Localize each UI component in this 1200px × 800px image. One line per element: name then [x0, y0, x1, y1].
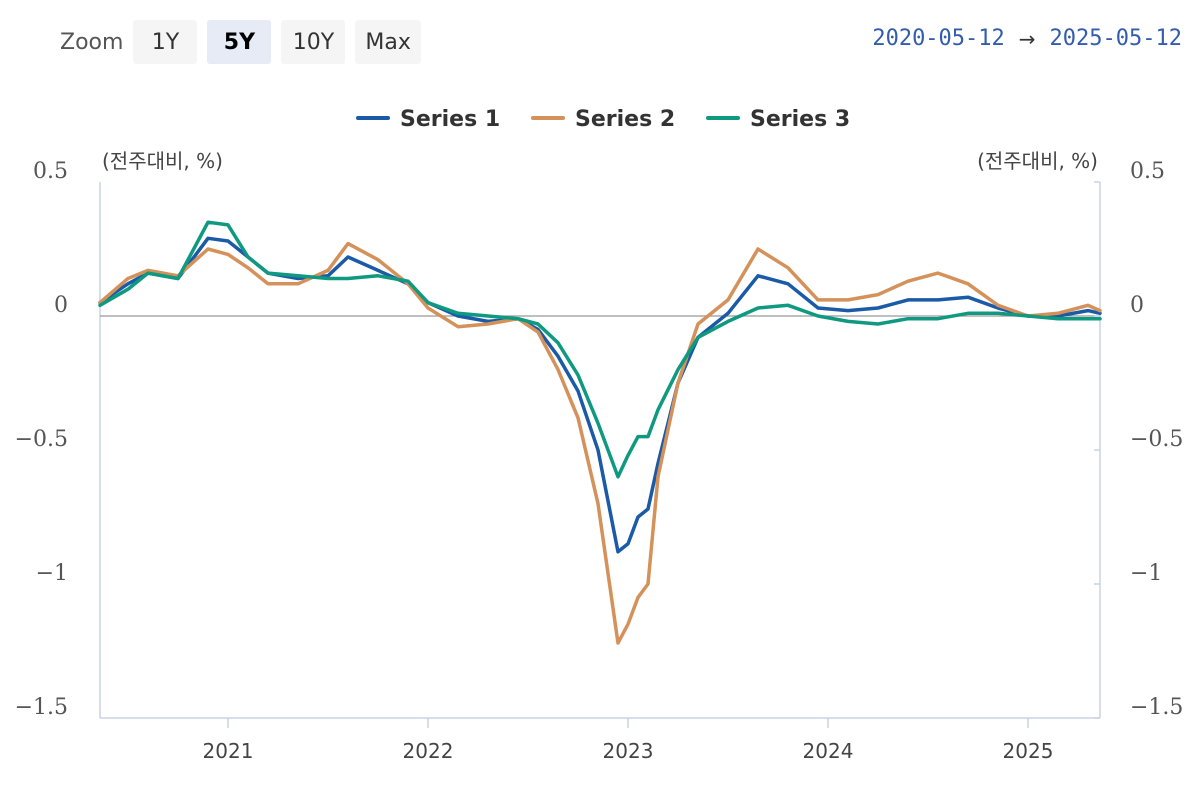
- y-tick-label-left: −1: [36, 561, 68, 586]
- legend-label-3: Series 3: [750, 107, 850, 132]
- x-tick-label: 2023: [603, 739, 654, 763]
- y-tick-label-right: −1.5: [1130, 695, 1183, 720]
- y-tick-label-right: −1: [1130, 561, 1162, 586]
- range-arrow: →: [1018, 26, 1036, 51]
- zoom-5y-button[interactable]: 5Y: [207, 20, 272, 64]
- legend: Series 1 Series 2 Series 3: [356, 107, 850, 132]
- zoom-1y-button[interactable]: 1Y: [133, 20, 198, 64]
- left-unit-label: (전주대비, %): [102, 149, 223, 173]
- legend-label-1: Series 1: [400, 107, 500, 132]
- y-tick-label-left: −1.5: [15, 695, 68, 720]
- series-lines: [98, 220, 1102, 645]
- zoom-label: Zoom: [60, 29, 124, 55]
- y-tick-label-right: 0.5: [1130, 159, 1165, 184]
- series-line-3: [98, 220, 1102, 479]
- legend-label-2: Series 2: [575, 107, 675, 132]
- zoom-toolbar: Zoom 1Y 5Y 10Y Max: [60, 20, 431, 64]
- series-line-2: [98, 241, 1102, 645]
- x-tick-label: 2021: [203, 739, 254, 763]
- range-to[interactable]: 2025-05-12: [1049, 26, 1182, 51]
- y-tick-label-right: 0: [1130, 293, 1144, 318]
- zoom-10y-button[interactable]: 10Y: [281, 20, 346, 64]
- right-unit-label: (전주대비, %): [977, 149, 1098, 173]
- axes: 0.5 0.5 0 0 −0.5 −0.5 −1 −1 −1.5 −1.5 2021 2022 2023…: [15, 159, 1184, 763]
- y-tick-label-left: 0.5: [33, 159, 68, 184]
- x-tick-label: 2025: [1003, 739, 1054, 763]
- y-tick-label-left: 0: [54, 293, 68, 318]
- series-line-1: [98, 236, 1102, 554]
- x-tick-label: 2024: [803, 739, 854, 763]
- y-tick-label-right: −0.5: [1130, 427, 1183, 452]
- x-tick-label: 2022: [403, 739, 454, 763]
- y-tick-label-left: −0.5: [15, 427, 68, 452]
- zoom-max-button[interactable]: Max: [355, 20, 421, 64]
- date-range: 2020-05-12 → 2025-05-12: [872, 26, 1182, 51]
- range-from[interactable]: 2020-05-12: [872, 26, 1005, 51]
